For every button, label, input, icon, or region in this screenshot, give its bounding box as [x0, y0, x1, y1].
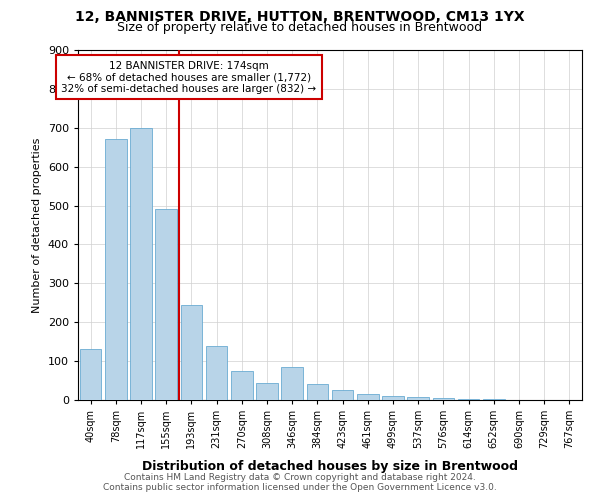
Bar — [458, 399, 479, 400]
Bar — [181, 304, 202, 400]
Bar — [256, 382, 278, 400]
Text: 12, BANNISTER DRIVE, HUTTON, BRENTWOOD, CM13 1YX: 12, BANNISTER DRIVE, HUTTON, BRENTWOOD, … — [75, 10, 525, 24]
Bar — [80, 350, 101, 400]
Text: Contains HM Land Registry data © Crown copyright and database right 2024.
Contai: Contains HM Land Registry data © Crown c… — [103, 473, 497, 492]
Text: 12 BANNISTER DRIVE: 174sqm
← 68% of detached houses are smaller (1,772)
32% of s: 12 BANNISTER DRIVE: 174sqm ← 68% of deta… — [61, 60, 316, 94]
Bar — [332, 390, 353, 400]
Bar — [357, 394, 379, 400]
Bar — [206, 346, 227, 400]
Bar — [382, 396, 404, 400]
X-axis label: Distribution of detached houses by size in Brentwood: Distribution of detached houses by size … — [142, 460, 518, 472]
Bar — [307, 384, 328, 400]
Bar — [281, 367, 303, 400]
Text: Size of property relative to detached houses in Brentwood: Size of property relative to detached ho… — [118, 22, 482, 35]
Bar — [483, 399, 505, 400]
Bar — [155, 210, 177, 400]
Bar — [433, 398, 454, 400]
Y-axis label: Number of detached properties: Number of detached properties — [32, 138, 42, 312]
Bar — [105, 140, 127, 400]
Bar — [130, 128, 152, 400]
Bar — [407, 397, 429, 400]
Bar — [231, 371, 253, 400]
